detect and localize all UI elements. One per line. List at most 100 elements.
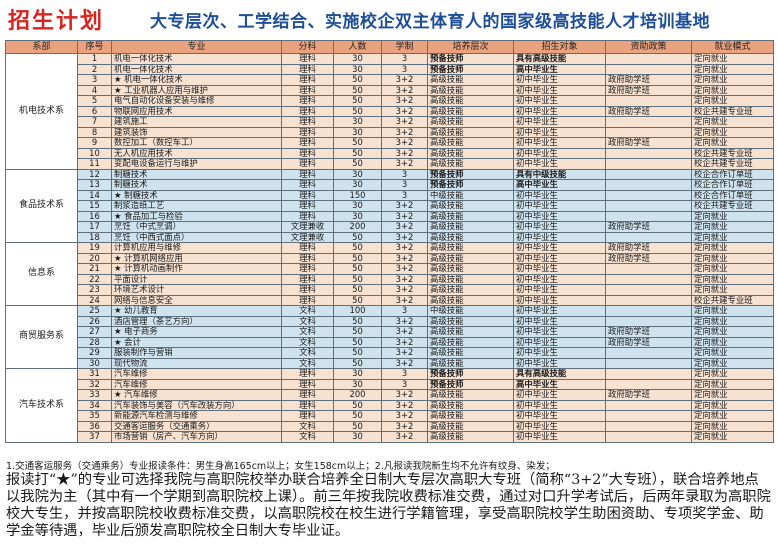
table-row: 36 交通客运服务（交通乘务） 文科 50 3+2 高级技能 初中毕业生 定向就业 <box>6 420 774 432</box>
cell-count: 50 <box>333 137 382 149</box>
table-row: 14 ★ 制糖技术 理科 150 3 中级技能 初中毕业生 校企合作订单班 <box>6 189 774 201</box>
table-row: 20 ★ 计算机网络应用 理科 50 3+2 高级技能 初中毕业生 政府助学班 定向就业 <box>6 252 774 264</box>
cell-duration: 3+2 <box>381 116 428 128</box>
table-row: 7 建筑施工 理科 30 3+2 高级技能 初中毕业生 定向就业 <box>6 116 774 128</box>
cell-duration: 3+2 <box>381 336 428 348</box>
cell-subject: 理科 <box>281 137 334 149</box>
cell-level: 预备技师 <box>427 63 514 75</box>
cell-employment: 定向就业 <box>691 315 774 327</box>
cell-employment: 定向就业 <box>691 84 774 96</box>
table-row: 10 无人机应用技术 理科 50 3+2 高级技能 初中毕业生 校企共建专业班 <box>6 147 774 159</box>
cell-count: 50 <box>333 95 382 107</box>
cell-level: 高级技能 <box>427 242 514 254</box>
cell-duration: 3+2 <box>381 126 428 138</box>
cell-major: 无人机应用技术 <box>111 147 282 159</box>
cell-duration: 3+2 <box>381 137 428 149</box>
table-row: 27 ★ 电子商务 文科 50 3+2 高级技能 初中毕业生 政府助学班 定向就业 <box>6 326 774 338</box>
table-row: 3 ★ 机电一体化技术 理科 50 3+2 高级技能 初中毕业生 政府助学班 定向就业 <box>6 74 774 86</box>
cell-no: 8 <box>77 126 112 138</box>
cell-aid <box>605 210 692 222</box>
cell-level: 高级技能 <box>427 137 514 149</box>
cell-aid: 政府助学班 <box>605 389 692 401</box>
cell-aid <box>605 305 692 317</box>
cell-major: 变配电设备运行与维护 <box>111 158 282 170</box>
cell-count: 30 <box>333 116 382 128</box>
cell-level: 高级技能 <box>427 84 514 96</box>
cell-duration: 3+2 <box>381 221 428 233</box>
cell-aid <box>605 357 692 369</box>
cell-employment: 校企共建专业班 <box>691 158 774 170</box>
cell-major: ★ 计算机网络应用 <box>111 252 282 264</box>
cell-major: ★ 机电一体化技术 <box>111 74 282 86</box>
cell-duration: 3+2 <box>381 74 428 86</box>
cell-employment: 校企共建专业班 <box>691 294 774 306</box>
cell-count: 50 <box>333 105 382 117</box>
cell-target: 初中毕业生 <box>513 74 606 86</box>
table-row: 26 酒店管理（茶艺方向） 文科 50 3+2 高级技能 初中毕业生 定向就业 <box>6 315 774 327</box>
cell-duration: 3+2 <box>381 410 428 422</box>
cell-no: 9 <box>77 137 112 149</box>
cell-subject: 理科 <box>281 242 334 254</box>
cell-subject: 理科 <box>281 252 334 264</box>
cell-employment: 定向就业 <box>691 389 774 401</box>
cell-major: 平面设计 <box>111 273 282 285</box>
cell-subject: 理科 <box>281 179 334 191</box>
cell-subject: 理科 <box>281 389 334 401</box>
cell-target: 初中毕业生 <box>513 231 606 243</box>
table-row: 11 变配电设备运行与维护 理科 50 3+2 高级技能 初中毕业生 校企共建专业班 <box>6 158 774 170</box>
cell-no: 3 <box>77 74 112 86</box>
cell-aid: 政府助学班 <box>605 326 692 338</box>
cell-subject: 理科 <box>281 368 334 380</box>
cell-subject: 文科 <box>281 336 334 348</box>
cell-count: 50 <box>333 158 382 170</box>
cell-no: 26 <box>77 315 112 327</box>
cell-target: 高中毕业生 <box>513 63 606 75</box>
cell-subject: 理科 <box>281 378 334 390</box>
cell-duration: 3 <box>381 305 428 317</box>
cell-employment: 校企共建专业班 <box>691 200 774 212</box>
cell-no: 13 <box>77 179 112 191</box>
cell-employment: 定向就业 <box>691 252 774 264</box>
cell-count: 150 <box>333 189 382 201</box>
cell-aid <box>605 420 692 432</box>
cell-major: 电气自动化设备安装与维修 <box>111 95 282 107</box>
cell-level: 高级技能 <box>427 147 514 159</box>
cell-target: 初中毕业生 <box>513 126 606 138</box>
cell-major: ★ 电子商务 <box>111 326 282 338</box>
cell-no: 19 <box>77 242 112 254</box>
cell-aid: 政府助学班 <box>605 137 692 149</box>
cell-duration: 3+2 <box>381 263 428 275</box>
cell-count: 50 <box>333 410 382 422</box>
table-row: 16 ★ 食品加工与检验 理科 30 3+2 高级技能 初中毕业生 定向就业 <box>6 210 774 222</box>
cell-duration: 3+2 <box>381 315 428 327</box>
cell-aid <box>605 284 692 296</box>
cell-count: 30 <box>333 210 382 222</box>
cell-level: 高级技能 <box>427 420 514 432</box>
cell-aid <box>605 378 692 390</box>
cell-major: 建筑装饰 <box>111 126 282 138</box>
cell-aid <box>605 347 692 359</box>
cell-major: 新能源汽车检测与维修 <box>111 410 282 422</box>
cell-level: 高级技能 <box>427 336 514 348</box>
cell-employment: 定向就业 <box>691 242 774 254</box>
cell-dept: 食品技术系 <box>5 168 78 243</box>
cell-count: 30 <box>333 200 382 212</box>
cell-count: 50 <box>333 252 382 264</box>
cell-target: 初中毕业生 <box>513 347 606 359</box>
cell-no: 21 <box>77 263 112 275</box>
cell-employment: 定向就业 <box>691 357 774 369</box>
cell-aid: 政府助学班 <box>605 84 692 96</box>
cell-major: 烹饪（中西式面点） <box>111 231 282 243</box>
cell-major: ★ 汽车维修 <box>111 389 282 401</box>
cell-no: 28 <box>77 336 112 348</box>
cell-duration: 3+2 <box>381 95 428 107</box>
cell-subject: 理科 <box>281 410 334 422</box>
cell-subject: 理科 <box>281 273 334 285</box>
cell-subject: 理科 <box>281 105 334 117</box>
cell-aid <box>605 116 692 128</box>
cell-level: 高级技能 <box>427 252 514 264</box>
cell-subject: 理科 <box>281 147 334 159</box>
cell-target: 初中毕业生 <box>513 147 606 159</box>
cell-subject: 文科 <box>281 315 334 327</box>
cell-duration: 3+2 <box>381 200 428 212</box>
